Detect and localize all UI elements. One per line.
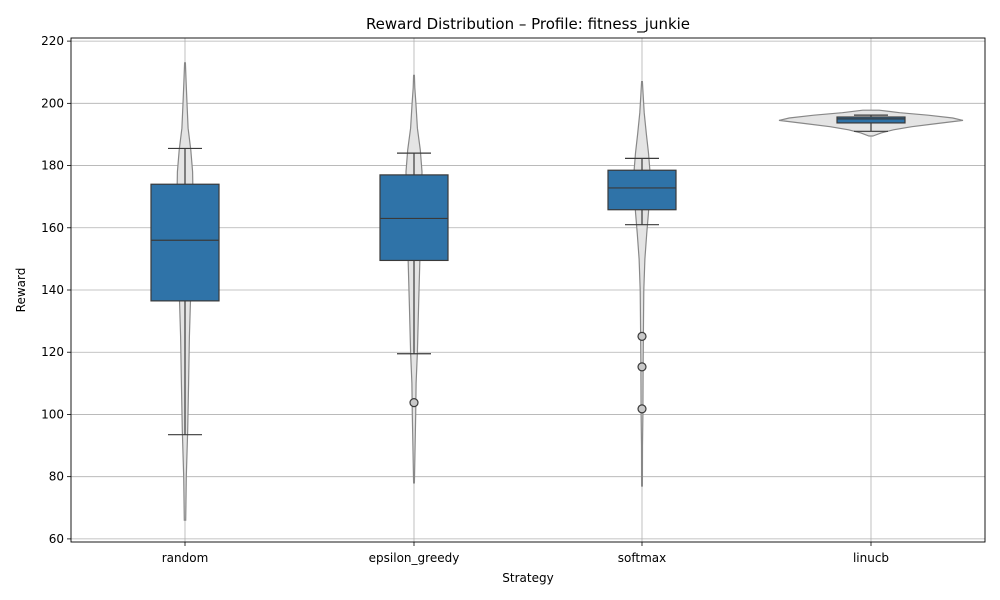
box-random <box>150 183 220 302</box>
x-tick-label: softmax <box>618 551 666 565</box>
x-tick-label: epsilon_greedy <box>369 551 460 565</box>
y-tick-label: 100 <box>41 407 64 421</box>
x-tick-label: linucb <box>853 551 889 565</box>
box-linucb <box>836 116 906 124</box>
violin-softmax <box>633 81 651 487</box>
violins <box>176 62 964 521</box>
y-tick-label: 60 <box>49 532 64 546</box>
box-epsilon_greedy <box>379 174 449 262</box>
y-tick-label: 140 <box>41 283 64 297</box>
outlier-epsilon_greedy <box>409 398 419 408</box>
y-tick-label: 180 <box>41 159 64 173</box>
x-axis-label: Strategy <box>502 571 553 585</box>
x-axis-ticks: random epsilon_greedy softmax linucb <box>162 542 889 565</box>
y-tick-label: 120 <box>41 345 64 359</box>
outlier-softmax <box>637 362 647 372</box>
outlier-softmax <box>637 331 647 341</box>
box-plots <box>150 114 906 436</box>
chart-title: Reward Distribution – Profile: fitness_j… <box>366 15 690 34</box>
box-softmax <box>607 169 677 211</box>
y-tick-label: 160 <box>41 221 64 235</box>
y-axis-ticks: 60 80 100 120 140 160 180 200 220 <box>41 34 71 546</box>
x-tick-label: random <box>162 551 209 565</box>
y-tick-label: 200 <box>41 96 64 110</box>
outlier-softmax <box>637 404 647 414</box>
y-tick-label: 220 <box>41 34 64 48</box>
y-tick-label: 80 <box>49 470 64 484</box>
y-axis-label: Reward <box>14 268 28 313</box>
